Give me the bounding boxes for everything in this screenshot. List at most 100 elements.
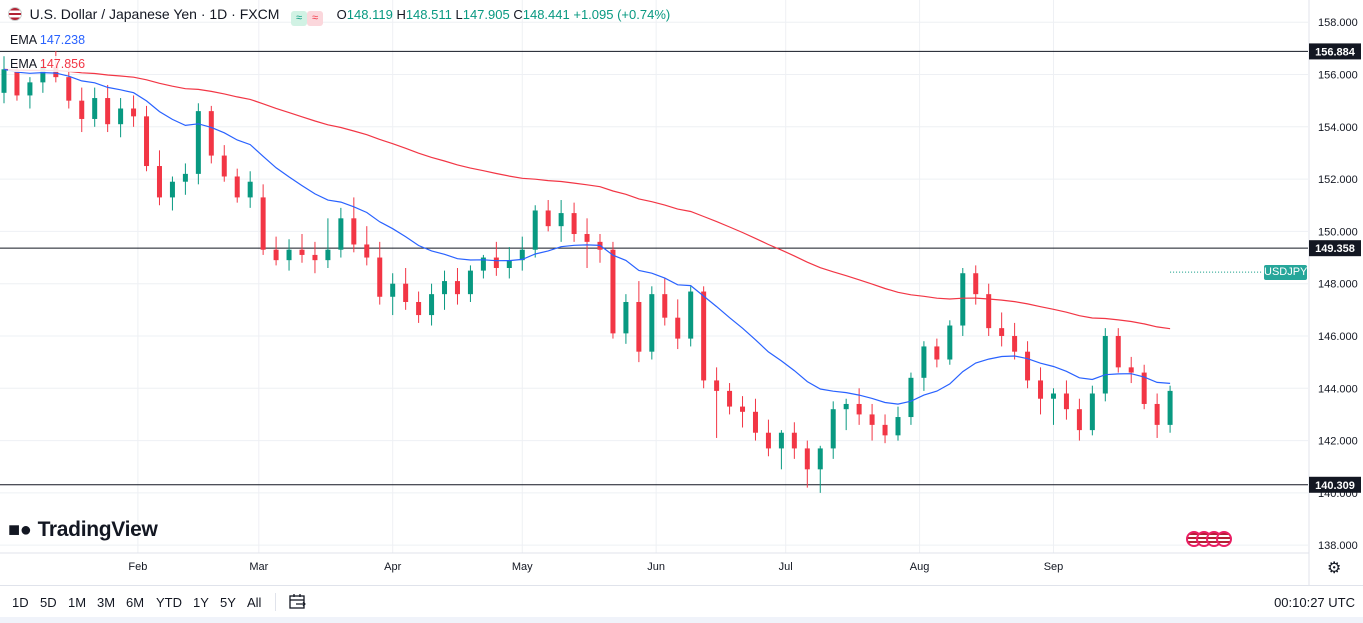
candle-body	[467, 270, 473, 295]
flag-badge-icon[interactable]	[1216, 531, 1232, 547]
symbol-legend: U.S. Dollar / Japanese Yen · 1D · FXCM ≈…	[8, 6, 670, 26]
range-1m-button[interactable]: 1M	[68, 595, 87, 610]
ohlc-values: O148.119 H148.511 L147.905 C148.441 +1.0…	[337, 7, 671, 22]
range-5d-button[interactable]: 5D	[40, 595, 57, 610]
price-tick-label: 146.000	[1318, 331, 1358, 343]
candle-body	[688, 291, 694, 339]
price-tick-label: 142.000	[1318, 436, 1358, 448]
candle-body	[454, 281, 460, 295]
candle-body	[312, 254, 318, 261]
logo-text: TradingView	[37, 518, 158, 541]
price-tick-label: 152.000	[1318, 174, 1358, 186]
candle-body	[675, 317, 681, 339]
level-label: 140.309	[1315, 480, 1355, 492]
candle-body	[169, 181, 175, 198]
candle-body	[325, 249, 331, 261]
candle-body	[545, 210, 551, 227]
candle-body	[144, 116, 150, 167]
candle-body	[1115, 335, 1121, 368]
price-axis[interactable]: 158.000 156.000 154.000 152.000 150.000 148.0…	[1318, 17, 1358, 552]
candle-body	[1154, 403, 1160, 425]
ema-slow-legend[interactable]: EMA 147.856	[8, 56, 88, 72]
bottom-toolbar: 1D 5D 1M 3M 6M YTD 1Y 5Y All 00:10:27 UT…	[0, 585, 1363, 618]
ema-fast-legend[interactable]: EMA 147.238	[8, 32, 88, 48]
ohlc-high: 148.511	[405, 7, 452, 22]
range-all-button[interactable]: All	[247, 595, 262, 610]
candle-body	[156, 166, 162, 198]
pill-a: ≈	[291, 11, 308, 26]
candle-body	[1102, 335, 1108, 394]
candles-layer	[1, 50, 1173, 493]
candle-body	[14, 69, 20, 96]
range-1y-button[interactable]: 1Y	[193, 595, 209, 610]
time-tick-label: Sep	[1044, 561, 1064, 573]
chart-canvas[interactable]: 158.000 156.000 154.000 152.000 150.000 148.0…	[0, 0, 1363, 585]
candle-body	[973, 273, 979, 295]
price-tick-label: 144.000	[1318, 383, 1358, 395]
candle-body	[623, 301, 629, 334]
time-tick-label: Apr	[384, 561, 401, 573]
candle-body	[66, 77, 72, 101]
candle-body	[403, 283, 409, 302]
range-6m-button[interactable]: 6M	[126, 595, 145, 610]
candle-body	[364, 244, 370, 258]
candle-body	[895, 417, 901, 436]
candle-body	[636, 301, 642, 352]
candle-body	[79, 100, 85, 119]
time-axis[interactable]: Feb Mar Apr May Jun Jul Aug Sep	[128, 561, 1063, 573]
candle-body	[221, 155, 227, 177]
time-tick-label: Jun	[647, 561, 665, 573]
candle-body	[817, 448, 823, 470]
gear-icon[interactable]: ⚙	[1327, 560, 1342, 577]
utc-clock[interactable]: 00:10:27 UTC	[1274, 595, 1355, 610]
range-1d-button[interactable]: 1D	[12, 595, 29, 610]
time-tick-label: Aug	[910, 561, 930, 573]
range-5y-button[interactable]: 5Y	[220, 595, 236, 610]
market-status-pill[interactable]: ≈ ≈	[291, 9, 324, 26]
level-label-box	[1309, 240, 1361, 257]
ohlc-low: 147.905	[462, 7, 510, 22]
candle-body	[791, 432, 797, 449]
horizontal-levels	[0, 50, 1308, 486]
time-tick-label: Feb	[128, 561, 147, 573]
flag-us-icon	[8, 7, 22, 21]
candle-body	[986, 294, 992, 329]
candle-body	[908, 377, 914, 418]
candle-body	[532, 210, 538, 250]
ema-slow-line	[3, 68, 1171, 330]
calendar-range-icon[interactable]	[288, 592, 308, 612]
candle-body	[1050, 393, 1056, 399]
candle-body	[351, 218, 357, 245]
candle-body	[118, 108, 124, 125]
grid-lines	[0, 0, 1308, 553]
candle-body	[338, 218, 344, 250]
candle-body	[804, 448, 810, 470]
candle-body	[105, 98, 111, 125]
range-3m-button[interactable]: 3M	[97, 595, 116, 610]
candle-body	[921, 346, 927, 378]
candle-body	[882, 424, 888, 436]
price-tick-label: 148.000	[1318, 279, 1358, 291]
ohlc-change: +1.095 (+0.74%)	[573, 7, 671, 22]
ema-slow-label: EMA	[10, 57, 37, 71]
time-tick-label: May	[512, 561, 533, 573]
candle-body	[273, 249, 279, 261]
candle-body	[701, 291, 707, 381]
candle-body	[558, 213, 564, 227]
candle-body	[442, 281, 448, 295]
candle-body	[1128, 367, 1134, 373]
symbol-title[interactable]: U.S. Dollar / Japanese Yen · 1D · FXCM	[29, 6, 280, 22]
candle-body	[377, 257, 383, 297]
tradingview-logo[interactable]: ■● TradingView	[8, 518, 158, 542]
candle-body	[429, 294, 435, 316]
ohlc-c-key: C	[513, 7, 523, 22]
range-ytd-button[interactable]: YTD	[156, 595, 182, 610]
candle-body	[1063, 393, 1069, 410]
candle-body	[610, 249, 616, 334]
candle-body	[1012, 335, 1018, 352]
candle-body	[234, 176, 240, 198]
tradingview-logo-icon: ■●	[8, 519, 32, 541]
price-tick-label: 158.000	[1318, 17, 1358, 29]
toolbar-divider	[275, 593, 276, 611]
candle-body	[584, 234, 590, 242]
